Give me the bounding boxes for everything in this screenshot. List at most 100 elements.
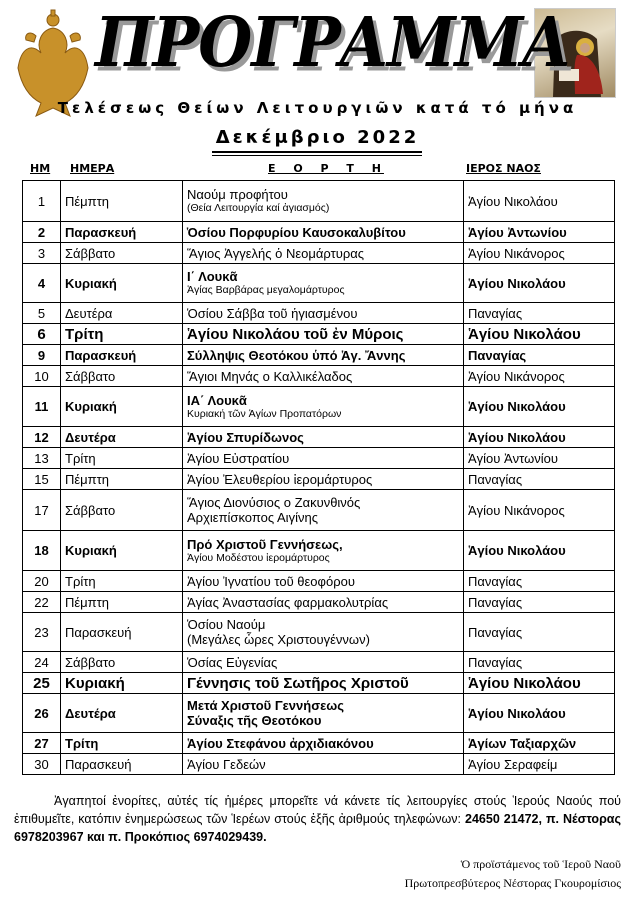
feast-cell: Ἁγίου Σπυρίδωνος	[182, 426, 464, 448]
church-name: Ἁγίου Νικολάου	[463, 263, 615, 303]
feast-name: Γέννησις τοῦ Σωτῆρος Χριστοῦ	[187, 674, 409, 692]
feast-cell: Ἁγίας Ἀναστασίας φαρμακολυτρίας	[182, 591, 464, 613]
day-number: 20	[22, 570, 61, 592]
feast-name: Ἁγίου Ἰγνατίου τοῦ θεοφόρου	[187, 573, 355, 589]
feast-name: Ἁγίας Ἀναστασίας φαρμακολυτρίας	[187, 594, 389, 610]
feast-cell: Ὁσίου Πορφυρίου Καυσοκαλυβίτου	[182, 221, 464, 243]
table-row: 17 Σάββατο Ἅγιος Διονύσιος ο Ζακυνθινός Αρχ…	[22, 489, 615, 531]
weekday: Πέμπτη	[60, 591, 183, 613]
weekday: Τρίτη	[60, 323, 183, 345]
feast-name: Ἁγίου Σπυρίδωνος	[187, 429, 304, 445]
feast-name: Ὁσίας Εὐγενίας	[187, 654, 278, 670]
feast-name: Ἁγίου Στεφάνου ἀρχιδιακόνου	[187, 735, 374, 751]
table-row: 30 Παρασκευή Ἁγίου Γεδεών Ἁγίου Σεραφείμ	[22, 753, 615, 775]
feast-name: Πρό Χριστοῦ Γεννήσεως,	[187, 536, 343, 552]
feast-note: Ἁγίου Μοδέστου ἱερομάρτυρος	[187, 551, 330, 564]
day-number: 10	[22, 365, 61, 387]
feast-cell: Ἁγίου Ἰγνατίου τοῦ θεοφόρου	[182, 570, 464, 592]
weekday: Τρίτη	[60, 447, 183, 469]
feast-cell: Ἅγιοι Μηνάς ο Καλλικέλαδος	[182, 365, 464, 387]
day-number: 3	[22, 242, 61, 264]
feast-name: Ἁγίου Ἐλευθερίου ἱερομάρτυρος	[187, 471, 373, 487]
table-row: 24 Σάββατο Ὁσίας Εὐγενίας Παναγίας	[22, 651, 615, 673]
church-name: Ἁγίου Νικολάου	[463, 180, 615, 222]
church-name: Παναγίας	[463, 302, 615, 324]
church-name: Ἁγίου Νικολάου	[463, 386, 615, 427]
feast-name: Ὁσίου Ναούμ	[187, 617, 266, 632]
feast-note: (Μεγάλες ὧρες Χριστουγέννων)	[187, 632, 370, 647]
feast-cell: Πρό Χριστοῦ Γεννήσεως, Ἁγίου Μοδέστου ἱερ…	[182, 530, 464, 571]
table-row: 26 Δευτέρα Μετά Χριστοῦ Γεννήσεως Σύναξις τ…	[22, 693, 615, 733]
table-row: 22 Πέμπτη Ἁγίας Ἀναστασίας φαρμακολυτρίας Π…	[22, 591, 615, 613]
table-row: 23 Παρασκευή Ὁσίου Ναούμ (Μεγάλες ὧρες Χρισ…	[22, 612, 615, 652]
church-name: Παναγίας	[463, 468, 615, 490]
feast-name: Ἁγίου Νικολάου τοῦ ἐν Μύροις	[187, 325, 404, 343]
church-name: Ἁγίων Ταξιαρχῶν	[463, 732, 615, 754]
feast-name: Ἅγιος Διονύσιος ο Ζακυνθινός	[187, 495, 361, 510]
table-row: 4 Κυριακή Ι΄ Λουκᾶ Ἁγίας Βαρβάρας μεγαλομάρ…	[22, 263, 615, 303]
month-heading: Δεκέμβριο 2022	[215, 127, 420, 148]
weekday: Δευτέρα	[60, 302, 183, 324]
day-number: 5	[22, 302, 61, 324]
column-header-day: ΗΜΕΡΑ	[70, 162, 115, 175]
day-number: 13	[22, 447, 61, 469]
footer-text: Ἀγαπητοί ἐνορίτες, αὐτές τίς ἡμέρες μπορ…	[14, 794, 621, 826]
weekday: Τρίτη	[60, 732, 183, 754]
feast-name: Ἁγίου Γεδεών	[187, 756, 266, 772]
day-number: 12	[22, 426, 61, 448]
feast-name: Ἅγιοι Μηνάς ο Καλλικέλαδος	[187, 368, 353, 384]
church-name: Ἁγίου Νικάνορος	[463, 242, 615, 264]
weekday: Κυριακή	[60, 263, 183, 303]
day-number: 23	[22, 612, 61, 652]
table-row: 11 Κυριακή ΙΑ΄ Λουκᾶ Κυριακή τῶν Ἁγίων Προπ…	[22, 386, 615, 427]
table-row: 5 Δευτέρα Ὁσίου Σάββα τοῦ ἡγιασμένου Παναγί…	[22, 302, 615, 324]
weekday: Παρασκευή	[60, 612, 183, 652]
day-number: 1	[22, 180, 61, 222]
month-underline	[212, 151, 422, 156]
church-name: Παναγίας	[463, 344, 615, 366]
feast-cell: Ὁσίας Εὐγενίας	[182, 651, 464, 673]
feast-cell: Ὁσίου Σάββα τοῦ ἡγιασμένου	[182, 302, 464, 324]
weekday: Σάββατο	[60, 651, 183, 673]
footer-note: Ἀγαπητοί ἐνορίτες, αὐτές τίς ἡμέρες μπορ…	[14, 792, 621, 846]
feast-cell: Ὁσίου Ναούμ (Μεγάλες ὧρες Χριστουγέννων)	[182, 612, 464, 652]
day-number: 27	[22, 732, 61, 754]
church-name: Ἁγίου Νικολάου	[463, 426, 615, 448]
feast-cell: Ἁγίου Στεφάνου ἀρχιδιακόνου	[182, 732, 464, 754]
table-row: 9 Παρασκευή Σύλληψις Θεοτόκου ὑπό Ἁγ. Ἄννη…	[22, 344, 615, 366]
table-row: 25 Κυριακή Γέννησις τοῦ Σωτῆρος Χριστοῦ Ἁγί…	[22, 672, 615, 694]
day-number: 24	[22, 651, 61, 673]
feast-cell: Ἁγίου Ἐλευθερίου ἱερομάρτυρος	[182, 468, 464, 490]
weekday: Σάββατο	[60, 489, 183, 531]
feast-name: ΙΑ΄ Λουκᾶ	[187, 392, 247, 408]
feast-cell: Ἅγιος Διονύσιος ο Ζακυνθινός Αρχιεπίσκοπο…	[182, 489, 464, 531]
feast-name: Ι΄ Λουκᾶ	[187, 269, 238, 284]
church-name: Παναγίας	[463, 612, 615, 652]
feast-note: (Θεία Λειτουργία καί ἁγιασμός)	[187, 202, 330, 214]
day-number: 2	[22, 221, 61, 243]
church-name: Ἁγίου Νικάνορος	[463, 489, 615, 531]
table-row: 27 Τρίτη Ἁγίου Στεφάνου ἀρχιδιακόνου Ἁγίων …	[22, 732, 615, 754]
weekday: Παρασκευή	[60, 753, 183, 775]
church-name: Παναγίας	[463, 591, 615, 613]
church-name: Ἁγίου Ἀντωνίου	[463, 221, 615, 243]
church-name: Ἁγίου Νικολάου	[463, 530, 615, 571]
table-row: 13 Τρίτη Ἁγίου Εὐστρατίου Ἁγίου Ἀντωνίου	[22, 447, 615, 469]
subtitle: Τελέσεως Θείων Λειτουργιῶν κατά τό μήνα	[57, 99, 578, 117]
feast-cell: Ἅγιος Ἀγγελής ὁ Νεομάρτυρας	[182, 242, 464, 264]
day-number: 18	[22, 530, 61, 571]
double-headed-eagle-emblem	[17, 9, 89, 117]
church-name: Ἁγίου Νικάνορος	[463, 365, 615, 387]
table-row: 2 Παρασκευή Ὁσίου Πορφυρίου Καυσοκαλυβίτου…	[22, 221, 615, 243]
column-header-church: ΙΕΡΟΣ ΝΑΟΣ	[466, 162, 541, 175]
church-name: Ἁγίου Σεραφείμ	[463, 753, 615, 775]
day-number: 15	[22, 468, 61, 490]
church-name: Ἁγίου Νικολάου	[463, 323, 615, 345]
signature-line-1: Ὁ προϊστάμενος τοῦ Ἱεροῦ Ναοῦ	[460, 857, 621, 871]
day-number: 25	[22, 672, 61, 694]
feast-cell: ΙΑ΄ Λουκᾶ Κυριακή τῶν Ἁγίων Προπατόρων	[182, 386, 464, 427]
church-name: Παναγίας	[463, 570, 615, 592]
column-header-feast: Ε Ο Ρ Τ Η	[268, 162, 384, 175]
feast-name: Ὁσίου Σάββα τοῦ ἡγιασμένου	[187, 305, 358, 321]
church-name: Παναγίας	[463, 651, 615, 673]
